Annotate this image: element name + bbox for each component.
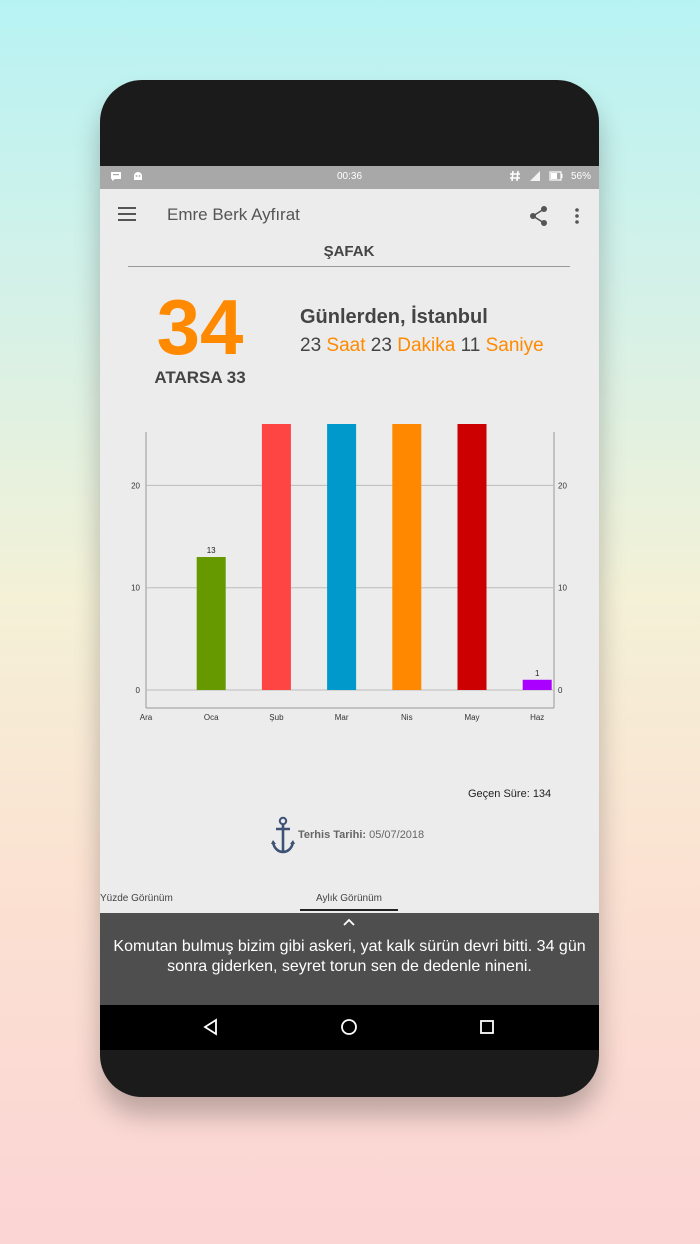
- home-icon[interactable]: [340, 1018, 358, 1036]
- seconds-unit: Saniye: [485, 335, 544, 356]
- battery-percent: 56%: [570, 170, 591, 182]
- app-bar: Emre Berk Ayfırat: [100, 189, 599, 241]
- terhis-date: Terhis Tarihi: 05/07/2018: [298, 829, 424, 841]
- app-title: Emre Berk Ayfırat: [167, 205, 300, 224]
- chart-bar: [327, 424, 357, 690]
- android-debug-icon: [134, 172, 142, 180]
- chart-y-tick-left: 0: [136, 686, 141, 695]
- days-remaining-number: 34: [156, 283, 244, 371]
- terhis-label: Terhis Tarihi:: [298, 829, 367, 841]
- quote-text: Komutan bulmuş bizim gibi askeri, yat ka…: [113, 938, 586, 975]
- share-icon[interactable]: [528, 205, 550, 227]
- chart-bar: [261, 424, 291, 690]
- chart-x-tick-label: Haz: [530, 713, 544, 722]
- countdown-line: 23 Saat 23 Dakika 11 Saniye: [300, 335, 544, 357]
- terhis-value: 05/07/2018: [369, 829, 425, 841]
- message-notification-icon: [111, 172, 121, 181]
- status-right-icons: 56%: [509, 170, 591, 182]
- navigation-bar: [100, 1005, 599, 1050]
- recent-apps-icon[interactable]: [478, 1018, 496, 1036]
- tab-percentage-view[interactable]: Yüzde Görünüm: [100, 893, 173, 904]
- chart-y-tick-right: 20: [558, 481, 567, 490]
- status-left-icons: [110, 170, 144, 182]
- chart-x-tick-label: Mar: [335, 713, 349, 722]
- chart-bar: [457, 424, 487, 690]
- chart-x-tick-label: Şub: [269, 713, 284, 722]
- chart-bar-value-label: 13: [207, 546, 216, 555]
- elapsed-time-legend: Geçen Süre: 134: [466, 787, 554, 801]
- more-options-icon[interactable]: [570, 205, 584, 227]
- phone-frame: 00:36 56% Emre Berk Ayfırat: [100, 80, 599, 1097]
- chart-y-tick-right: 10: [558, 584, 567, 593]
- status-bar: 00:36 56%: [100, 166, 599, 189]
- chart-x-tick-label: Nis: [401, 713, 413, 722]
- battery-icon: [549, 171, 563, 181]
- back-icon[interactable]: [202, 1018, 220, 1036]
- chart-x-tick-label: May: [464, 713, 479, 722]
- quote-panel[interactable]: Komutan bulmuş bizim gibi askeri, yat ka…: [100, 913, 599, 1005]
- chart-bar-value-label: 1: [535, 669, 540, 678]
- chevron-up-icon[interactable]: [343, 918, 355, 926]
- chart-y-tick-left: 10: [131, 584, 140, 593]
- app-screen: 00:36 56% Emre Berk Ayfırat: [100, 166, 599, 1050]
- chart-x-tick-label: Oca: [204, 713, 219, 722]
- chart-y-tick-left: 20: [131, 481, 140, 490]
- days-title: Günlerden, İstanbul: [300, 306, 488, 328]
- chart-bar: [522, 679, 552, 690]
- minutes-value: 23: [370, 335, 392, 356]
- hours-unit: Saat: [326, 335, 366, 356]
- hours-value: 23: [300, 335, 322, 356]
- hashtag-icon: [509, 170, 520, 182]
- chart-bar: [196, 557, 226, 690]
- seconds-value: 11: [460, 335, 481, 356]
- section-title: ŞAFAK: [128, 243, 570, 267]
- chart-x-tick-label: Ara: [140, 713, 153, 722]
- monthly-bar-chart: 00101020203030AraOca13Şub28Mar31Nis30May…: [131, 424, 567, 722]
- menu-icon[interactable]: [118, 207, 136, 221]
- anchor-icon: [271, 816, 295, 854]
- status-time: 00:36: [336, 171, 363, 182]
- atarsa-label: ATARSA 33: [154, 368, 246, 387]
- chart-y-tick-right: 0: [558, 686, 563, 695]
- minutes-unit: Dakika: [397, 335, 456, 356]
- tab-monthly-view[interactable]: Aylık Görünüm: [300, 893, 398, 911]
- signal-icon: [529, 171, 540, 181]
- chart-bar: [392, 424, 422, 690]
